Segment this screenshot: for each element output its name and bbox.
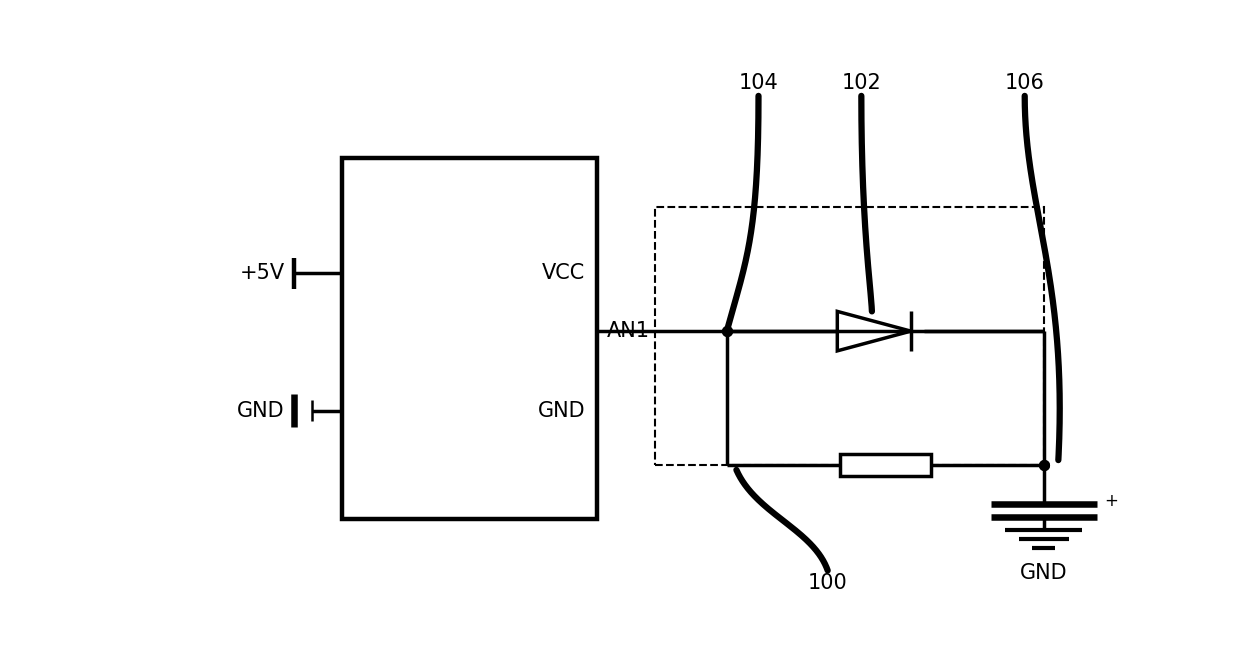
Bar bbox=[342, 157, 596, 519]
Text: GND: GND bbox=[1021, 563, 1068, 584]
Text: GND: GND bbox=[538, 401, 585, 421]
Bar bbox=[839, 454, 931, 476]
Text: 106: 106 bbox=[1004, 73, 1044, 93]
Text: +5V: +5V bbox=[239, 263, 285, 283]
Text: GND: GND bbox=[237, 401, 285, 421]
Text: 104: 104 bbox=[739, 73, 779, 93]
Text: +: + bbox=[1105, 492, 1118, 511]
Text: VCC: VCC bbox=[542, 263, 585, 283]
Text: 102: 102 bbox=[842, 73, 882, 93]
Text: AN1: AN1 bbox=[606, 321, 650, 341]
Bar bbox=[655, 207, 1044, 465]
Text: 100: 100 bbox=[807, 573, 848, 593]
